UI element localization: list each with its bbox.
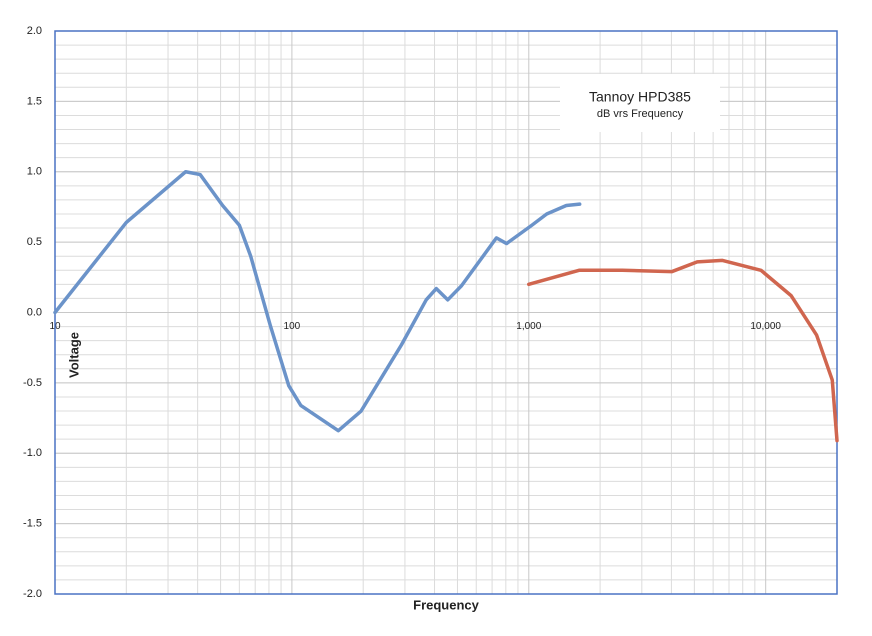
- x-tick-label: 100: [284, 321, 301, 332]
- title-box: [560, 74, 720, 132]
- y-tick-label: -2.0: [23, 588, 42, 600]
- chart-subtitle: dB vrs Frequency: [597, 108, 684, 120]
- x-axis-label: Frequency: [413, 597, 480, 612]
- y-tick-label: 0.5: [27, 236, 42, 248]
- y-tick-label: 0.0: [27, 306, 42, 318]
- series-line: [527, 258, 839, 443]
- chart-title: Tannoy HPD385: [589, 89, 691, 105]
- y-tick-label: -1.0: [23, 447, 42, 459]
- series-line: [53, 170, 582, 433]
- y-tick-label: -0.5: [23, 377, 42, 389]
- y-tick-label: 2.0: [27, 25, 42, 37]
- x-tick-label: 1,000: [516, 321, 541, 332]
- y-tick-label: -1.5: [23, 518, 42, 530]
- y-tick-label: 1.0: [27, 166, 42, 178]
- y-axis-label: Voltage: [66, 332, 81, 378]
- y-tick-label: 1.5: [27, 95, 42, 107]
- x-tick-label: 10,000: [750, 321, 781, 332]
- grid-layer: [54, 30, 837, 595]
